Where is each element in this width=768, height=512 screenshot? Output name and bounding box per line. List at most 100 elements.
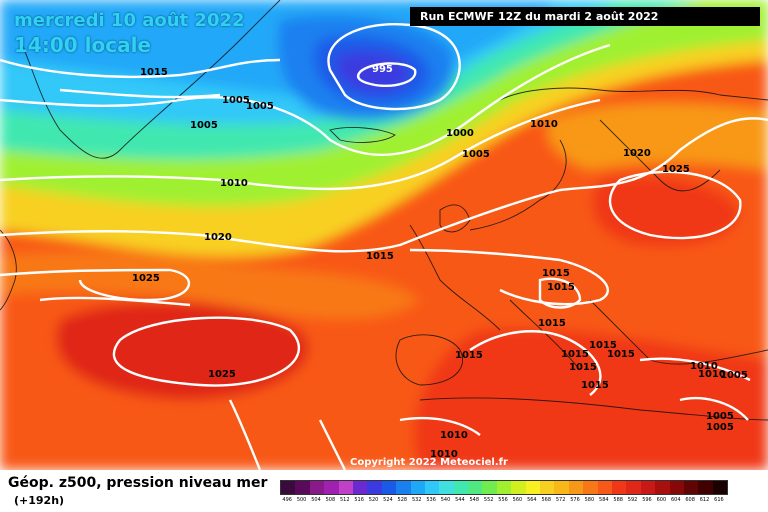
- pressure-label: 1025: [132, 273, 160, 284]
- scale-swatch: [568, 481, 584, 494]
- scale-swatch: [511, 481, 526, 494]
- scale-swatch: [698, 481, 713, 494]
- pressure-label: 1005: [246, 101, 274, 112]
- pressure-label: 1005: [720, 370, 748, 381]
- scale-swatch: [611, 481, 627, 494]
- forecast-date: mercredi 10 août 2022: [14, 10, 245, 31]
- pressure-label: 1015: [455, 350, 483, 361]
- pressure-label: 1010: [430, 449, 458, 460]
- pressure-label: 1005: [462, 149, 490, 160]
- scale-label: 536: [426, 497, 436, 503]
- scale-label: 508: [325, 497, 336, 503]
- scale-swatch: [554, 481, 569, 494]
- scale-swatch: [597, 481, 612, 494]
- scale-label: 584: [599, 497, 609, 503]
- pressure-label: 1010: [530, 119, 558, 130]
- pressure-label: 1025: [662, 164, 690, 175]
- pressure-labels: 995 1000 1005 1005 1005 1005 1010 1010 1…: [132, 64, 748, 460]
- scale-label: 592: [627, 497, 638, 503]
- pressure-label: 1015: [538, 318, 566, 329]
- scale-label: 588: [613, 497, 623, 503]
- scale-label: 520: [368, 497, 379, 503]
- pressure-label: 1005: [706, 411, 734, 422]
- scale-label: 600: [656, 497, 667, 503]
- pressure-label: 1020: [204, 232, 232, 243]
- scale-swatch: [439, 481, 454, 494]
- pressure-label: 1015: [542, 268, 570, 279]
- pressure-label: 1005: [190, 120, 218, 131]
- scale-label: 612: [699, 497, 710, 503]
- scale-swatch: [295, 481, 310, 494]
- scale-label: 572: [555, 497, 566, 503]
- scale-swatch: [424, 481, 440, 494]
- scale-label: 496: [282, 497, 292, 503]
- pressure-label: 1015: [589, 340, 617, 351]
- scale-swatch: [281, 481, 296, 494]
- scale-swatch: [683, 481, 699, 494]
- scale-label: 512: [339, 497, 350, 503]
- scale-label: 608: [685, 497, 695, 503]
- scale-swatch: [468, 481, 483, 494]
- scale-swatch: [338, 481, 353, 494]
- scale-swatch: [352, 481, 368, 494]
- scale-label: 528: [397, 497, 408, 503]
- scale-swatch: [712, 481, 728, 494]
- scale-swatch: [396, 481, 411, 494]
- legend-title: Géop. z500, pression niveau mer: [8, 475, 268, 491]
- scale-swatch: [410, 481, 425, 494]
- scale-swatch: [309, 481, 325, 494]
- scale-label: 564: [527, 497, 537, 503]
- scale-label: 560: [512, 497, 523, 503]
- scale-label: 556: [498, 497, 508, 503]
- pressure-label: 1015: [607, 349, 635, 360]
- scale-swatch: [482, 481, 497, 494]
- scale-label: 540: [440, 497, 451, 503]
- copyright-text: Copyright 2022 Meteociel.fr: [350, 457, 508, 468]
- scale-label: 616: [714, 497, 724, 503]
- pressure-label: 1010: [440, 430, 468, 441]
- pressure-label: 1015: [547, 282, 575, 293]
- pressure-label: 1015: [569, 362, 597, 373]
- scale-label: 544: [455, 497, 465, 503]
- scale-swatch: [655, 481, 670, 494]
- pressure-label: 1010: [220, 178, 248, 189]
- scale-swatch: [324, 481, 339, 494]
- pressure-label: 1005: [222, 95, 250, 106]
- run-info-banner: Run ECMWF 12Z du mardi 2 août 2022: [410, 7, 760, 26]
- scale-swatch: [583, 481, 598, 494]
- scale-swatch: [367, 481, 382, 494]
- scale-label: 548: [469, 497, 480, 503]
- scale-label: 500: [296, 497, 307, 503]
- scale-label: 568: [541, 497, 551, 503]
- pressure-label-low: 995: [372, 64, 393, 75]
- scale-label: 596: [642, 497, 652, 503]
- pressure-label: 1020: [623, 148, 651, 159]
- pressure-label: 1005: [706, 422, 734, 433]
- pressure-label: 1000: [446, 128, 474, 139]
- pressure-label: 1010: [690, 361, 718, 372]
- scale-swatch: [525, 481, 541, 494]
- pressure-label: 1010: [698, 369, 726, 380]
- scale-swatch: [626, 481, 641, 494]
- z500-color-field: [0, 0, 768, 470]
- scale-swatch: [540, 481, 555, 494]
- pressure-label: 1015: [140, 67, 168, 78]
- scale-swatch: [640, 481, 656, 494]
- isobars: [0, 23, 768, 470]
- scale-label: 532: [411, 497, 422, 503]
- scale-label: 580: [584, 497, 595, 503]
- color-scale-labels: 496 500 504 508 512 516 520 524 528 532 536 540 544 5…: [280, 497, 726, 503]
- scale-label: 552: [483, 497, 494, 503]
- scale-label: 524: [383, 497, 393, 503]
- scale-label: 516: [354, 497, 364, 503]
- forecast-lead-time: (+192h): [14, 494, 65, 507]
- pressure-label: 1015: [366, 251, 394, 262]
- pressure-label: 1015: [581, 380, 609, 391]
- scale-swatch: [453, 481, 469, 494]
- scale-label: 504: [311, 497, 321, 503]
- scale-swatch: [496, 481, 512, 494]
- scale-label: 604: [670, 497, 681, 503]
- color-scale-bar: [280, 480, 729, 495]
- forecast-local-time: 14:00 locale: [14, 33, 151, 57]
